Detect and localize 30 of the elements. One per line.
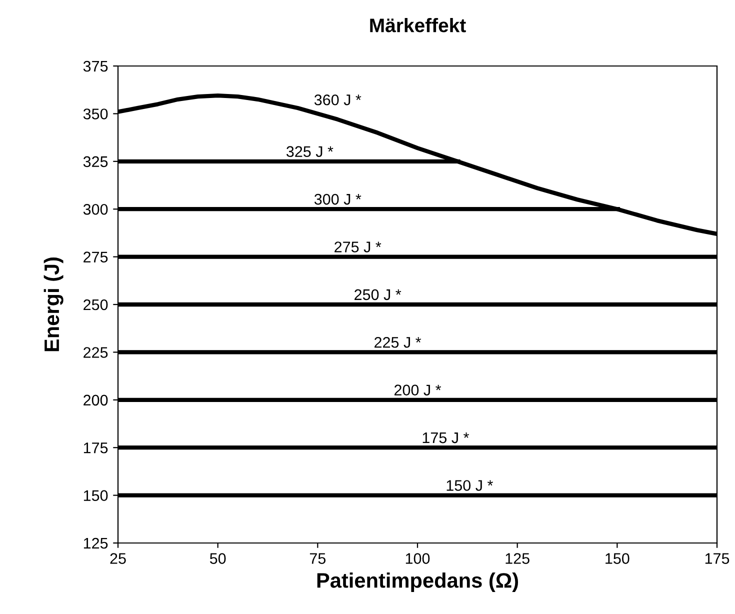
x-axis-title: Patientimpedans (Ω)	[317, 572, 518, 592]
annotation: 200 J *	[394, 384, 442, 396]
x-tick-label: 150	[606, 553, 630, 564]
annotation: 175 J *	[422, 432, 469, 444]
annotation: 300 J *	[314, 194, 362, 205]
x-tick-label: 125	[506, 553, 530, 564]
annotation: 150 J *	[446, 480, 493, 491]
y-tick-label: 150	[84, 490, 108, 501]
y-tick-label: 250	[84, 299, 108, 310]
x-tick-label: 25	[110, 553, 126, 564]
y-tick-label: 225	[84, 347, 108, 358]
y-tick-label: 375	[83, 60, 108, 72]
y-tick-label: 300	[83, 204, 108, 215]
x-tick-label: 50	[210, 553, 226, 564]
y-tick-label: 200	[84, 394, 108, 406]
y-axis-title: Energi (J)	[44, 257, 64, 352]
y-tick-label: 175	[84, 442, 108, 454]
x-tick-label: 175	[705, 553, 730, 564]
y-tick-label: 350	[83, 108, 108, 120]
chart-title: Märkeffekt	[370, 18, 466, 32]
x-tick-label: 75	[310, 553, 326, 564]
annotation: 325 J *	[286, 146, 334, 157]
y-tick-label: 325	[83, 156, 108, 168]
annotation: 275 J *	[334, 242, 382, 252]
x-tick-label: 100	[406, 553, 430, 564]
annotation: 225 J *	[374, 336, 422, 348]
annotation: 360 J *	[314, 94, 362, 106]
y-tick-label: 125	[84, 538, 108, 549]
annotation: 250 J *	[354, 289, 402, 300]
y-tick-label: 275	[84, 252, 108, 262]
